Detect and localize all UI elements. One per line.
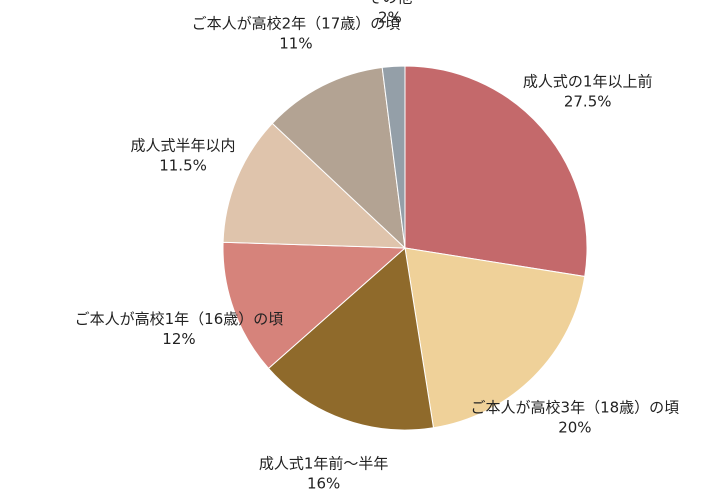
slice-value-label: 11% xyxy=(279,34,312,52)
slice-label: 成人式の1年以上前 xyxy=(523,72,653,90)
pie-slice xyxy=(267,247,435,431)
pie-slice xyxy=(381,65,406,249)
pie-slice xyxy=(222,241,407,370)
slice-label: その他 xyxy=(367,0,412,7)
slice-label: ご本人が高校2年（17歳）の頃 xyxy=(192,14,401,32)
pie-slice xyxy=(404,65,588,278)
slice-value-label: 11.5% xyxy=(159,157,207,175)
slice-label: 成人式半年以内 xyxy=(131,137,236,155)
pie-slice xyxy=(404,247,586,429)
pie-slice xyxy=(271,66,406,250)
slice-label: 成人式1年前～半年 xyxy=(259,455,389,473)
pie-slice xyxy=(222,122,407,249)
slice-value-label: 16% xyxy=(307,475,340,489)
slice-value-label: 20% xyxy=(558,418,591,436)
slice-value-label: 27.5% xyxy=(564,92,612,110)
slice-value-label: 2% xyxy=(378,9,402,27)
slice-label: ご本人が高校3年（18歳）の頃 xyxy=(471,398,680,416)
slice-value-label: 12% xyxy=(162,330,195,348)
slice-label: ご本人が高校1年（16歳）の頃 xyxy=(75,310,284,328)
